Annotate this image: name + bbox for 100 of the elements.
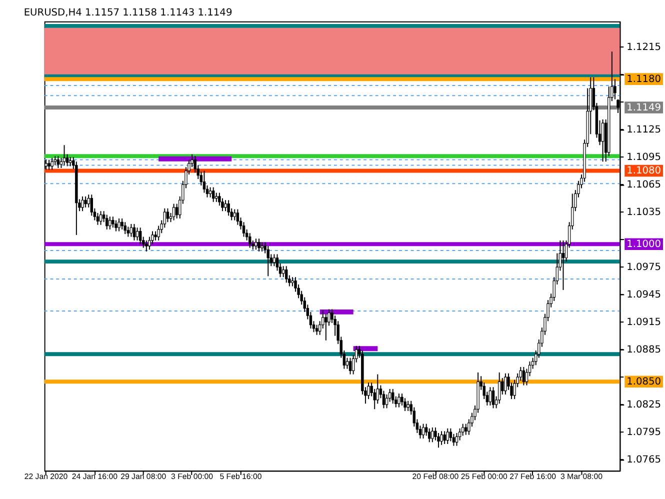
candlestick [126,226,130,238]
candlestick [242,222,246,238]
y-tick-label: 1.0765 [626,454,662,466]
x-tick-label: 27 Feb 16:00 [510,472,557,481]
candlestick [285,266,288,284]
ref-line-label: 1.1149 [626,102,662,114]
candlestick [446,428,449,444]
y-tick-label: 1.1035 [626,206,662,218]
candlestick [404,398,406,412]
candlestick [315,324,318,336]
candlestick [488,386,492,406]
candlestick [120,218,124,230]
candlestick [282,266,285,278]
candlestick [492,386,495,409]
y-tick-label: 1.1065 [626,179,662,190]
candlestick [443,430,446,444]
candlestick [130,223,133,238]
candlestick [449,428,452,442]
candlestick [233,208,236,221]
candlestick [56,156,60,169]
candlestick [166,208,170,223]
ref-line-label: 1.1080 [626,166,662,177]
candlestick [272,254,276,267]
candlestick [145,240,148,252]
candlestick [422,423,425,439]
y-tick-label: 1.1095 [626,152,662,163]
y-tick-label: 1.0945 [626,290,662,301]
candlestick [324,313,328,341]
candlestick [208,186,212,198]
candlestick [132,223,136,241]
chart-title: EURUSD,H4 1.1157 1.1158 1.1143 1.1149 [24,7,232,18]
y-tick-label: 1.0915 [626,317,662,328]
x-tick-label: 22 Jan 2020 [24,472,68,481]
candlestick [172,203,176,221]
candlestick [54,156,56,166]
candlestick [562,240,565,290]
candlestick [431,426,434,443]
y-tick-label: 1.1215 [626,42,662,53]
candlestick [406,400,410,412]
candlestick [254,238,258,250]
candlestick [68,156,72,167]
candlestick [138,227,142,245]
candlestick [118,218,120,232]
candlestick [455,432,458,446]
candlestick [236,208,240,226]
candlestick [202,170,206,194]
candlestick [398,393,400,408]
candlestick [367,382,370,400]
candlestick [99,210,102,226]
y-tick-label: 1.0885 [626,344,662,356]
candlestick [50,157,54,170]
candlestick [212,186,215,202]
x-tick-label: 3 Feb 00:00 [171,472,214,481]
candlestick [614,78,616,100]
x-tick-label: 3 Mar 08:00 [560,472,604,481]
candlestick [504,372,507,395]
candlestick [227,200,230,216]
candlestick [266,245,270,277]
candlestick [96,212,100,226]
candlestick [601,118,604,162]
candlestick [175,203,178,219]
candlestick [106,214,108,230]
candlestick [108,216,112,230]
candlestick [392,388,394,404]
y-tick-label: 1.0975 [626,262,662,273]
candlestick [224,200,227,212]
x-tick-label: 24 Jan 16:00 [72,472,118,481]
candlestick [215,192,218,202]
candlestick [260,242,264,252]
candlestick [114,220,118,232]
candlestick [498,372,501,404]
candlestick [112,216,114,228]
candlestick [248,232,252,248]
y-tick-label: 1.0825 [626,400,662,411]
candlestick [461,423,464,436]
candlestick [48,159,50,170]
candlestick [440,430,443,446]
candlestick [464,423,468,436]
candlestick [428,428,431,443]
y-tick-label: 1.0795 [626,427,662,438]
candlestick [154,230,157,241]
ref-line-label: 1.1000 [626,239,662,250]
candlestick [291,276,294,287]
x-tick-label: 20 Feb 08:00 [412,472,460,481]
candlestick [62,144,66,166]
x-tick-label: 5 Feb 16:00 [220,472,262,481]
candlestick [348,357,352,375]
candlestick [136,227,139,241]
candlestick [124,222,126,235]
candlestick [84,196,87,208]
ref-line-label: 1.1180 [626,74,662,86]
ref-line-label: 1.0850 [626,376,662,388]
y-tick-label: 1.1125 [626,124,662,136]
candlestick [346,357,349,370]
x-tick-label: 25 Feb 00:00 [460,472,508,481]
x-tick-label: 29 Jan 08:00 [120,472,167,481]
candlestick [81,196,84,212]
candlestick [258,238,260,252]
candlestick [522,366,526,386]
candlestick [90,194,94,216]
